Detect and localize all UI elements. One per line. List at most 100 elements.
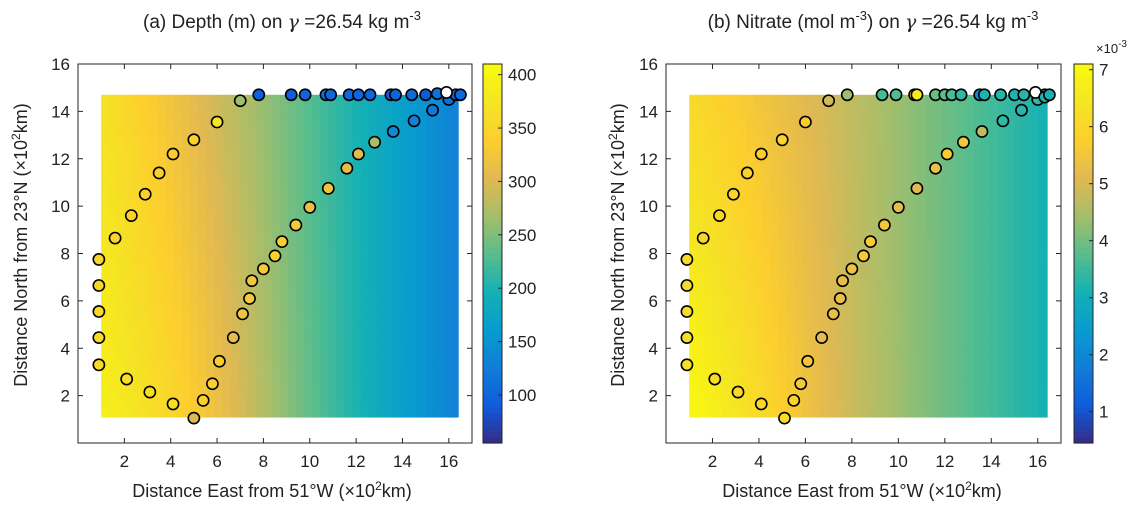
heatmap-cell bbox=[835, 103, 845, 113]
heatmap-cell bbox=[689, 196, 698, 206]
heatmap-cell bbox=[433, 137, 443, 147]
heatmap-cell bbox=[860, 357, 869, 367]
heatmap-cell bbox=[174, 332, 183, 342]
heatmap-cell bbox=[705, 196, 715, 206]
heatmap-cell bbox=[287, 272, 297, 282]
heatmap-cell bbox=[101, 332, 110, 342]
heatmap-cell bbox=[819, 145, 829, 155]
heatmap-cell bbox=[1014, 264, 1024, 274]
heatmap-cell bbox=[851, 366, 861, 376]
heatmap-cell bbox=[247, 154, 256, 164]
colorbar-segment bbox=[1074, 354, 1093, 361]
panel-b-ylabel: Distance North from 23°N (×102km) bbox=[606, 103, 628, 387]
heatmap-cell bbox=[166, 306, 175, 316]
heatmap-cell bbox=[214, 94, 224, 104]
heatmap-cell bbox=[417, 383, 427, 393]
heatmap-cell bbox=[762, 247, 772, 257]
heatmap-cell bbox=[320, 247, 329, 257]
heatmap-cell bbox=[738, 399, 747, 410]
heatmap-cell bbox=[222, 289, 232, 299]
heatmap-cell bbox=[803, 196, 812, 206]
heatmap-cell bbox=[312, 281, 321, 291]
heatmap-cell bbox=[433, 298, 443, 308]
heatmap-cell bbox=[312, 323, 321, 333]
heatmap-cell bbox=[843, 315, 853, 325]
data-point bbox=[298, 88, 312, 102]
heatmap-cell bbox=[255, 272, 265, 282]
heatmap-cell bbox=[206, 213, 216, 223]
heatmap-cell bbox=[721, 137, 731, 147]
heatmap-cell bbox=[803, 323, 812, 333]
heatmap-cell bbox=[255, 340, 265, 350]
heatmap-cell bbox=[713, 383, 723, 393]
heatmap-cell bbox=[916, 374, 926, 384]
heatmap-cell bbox=[754, 383, 764, 393]
heatmap-cell bbox=[778, 94, 788, 104]
heatmap-cell bbox=[385, 264, 394, 274]
heatmap-cell bbox=[990, 298, 999, 308]
data-point bbox=[878, 218, 891, 232]
heatmap-cell bbox=[149, 196, 159, 206]
heatmap-cell bbox=[190, 332, 200, 342]
heatmap-cell bbox=[409, 298, 419, 308]
heatmap-cell bbox=[182, 205, 191, 215]
heatmap-cell bbox=[860, 196, 869, 206]
heatmap-cell bbox=[794, 111, 804, 121]
heatmap-cell bbox=[279, 111, 289, 121]
heatmap-cell bbox=[705, 306, 715, 316]
colorbar-segment bbox=[1074, 283, 1093, 290]
heatmap-cell bbox=[925, 221, 934, 232]
heatmap-cell bbox=[255, 399, 265, 410]
heatmap-cell bbox=[770, 357, 780, 367]
heatmap-cell bbox=[271, 145, 281, 155]
heatmap-cell bbox=[441, 205, 451, 215]
colorbar-segment bbox=[483, 330, 502, 337]
heatmap-cell bbox=[933, 306, 942, 316]
heatmap-cell bbox=[794, 94, 804, 104]
heatmap-cell bbox=[746, 323, 755, 333]
data-point bbox=[778, 411, 791, 425]
heatmap-cell bbox=[401, 272, 411, 282]
heatmap-cell bbox=[295, 332, 305, 342]
colorbar-segment bbox=[483, 158, 502, 166]
heatmap-cell bbox=[141, 94, 151, 104]
heatmap-cell bbox=[925, 408, 934, 418]
heatmap-cell bbox=[990, 264, 999, 274]
heatmap-cell bbox=[973, 408, 983, 418]
colorbar-segment bbox=[1074, 206, 1093, 213]
heatmap-cell bbox=[166, 94, 175, 104]
heatmap-cell bbox=[352, 120, 362, 130]
heatmap-cell bbox=[271, 171, 281, 181]
heatmap-cell bbox=[352, 357, 362, 367]
heatmap-cell bbox=[949, 230, 959, 240]
heatmap-cell bbox=[109, 391, 118, 401]
heatmap-cell bbox=[141, 120, 151, 130]
heatmap-cell bbox=[973, 162, 983, 172]
heatmap-cell bbox=[190, 179, 200, 189]
heatmap-cell bbox=[271, 111, 281, 121]
heatmap-cell bbox=[965, 298, 975, 308]
heatmap-cell bbox=[705, 391, 715, 401]
heatmap-cell bbox=[1006, 137, 1016, 147]
heatmap-cell bbox=[433, 289, 443, 299]
heatmap-cell bbox=[794, 145, 804, 155]
colorbar-segment bbox=[1074, 182, 1093, 189]
colorbar-segment bbox=[1074, 259, 1093, 266]
heatmap-cell bbox=[786, 94, 796, 104]
heatmap-cell bbox=[417, 247, 427, 257]
heatmap-cell bbox=[344, 120, 354, 130]
heatmap-cell bbox=[376, 137, 386, 147]
heatmap-cell bbox=[385, 154, 394, 164]
heatmap-cell bbox=[279, 264, 289, 274]
heatmap-cell bbox=[892, 357, 902, 367]
heatmap-cell bbox=[401, 306, 411, 316]
heatmap-cell bbox=[925, 374, 934, 384]
heatmap-cell bbox=[433, 213, 443, 223]
heatmap-cell bbox=[900, 349, 910, 359]
heatmap-cell bbox=[705, 205, 715, 215]
heatmap-cell bbox=[998, 188, 1007, 198]
heatmap-cell bbox=[401, 111, 411, 121]
heatmap-cell bbox=[1022, 205, 1032, 215]
heatmap-cell bbox=[925, 205, 934, 215]
heatmap-cell bbox=[344, 340, 354, 350]
